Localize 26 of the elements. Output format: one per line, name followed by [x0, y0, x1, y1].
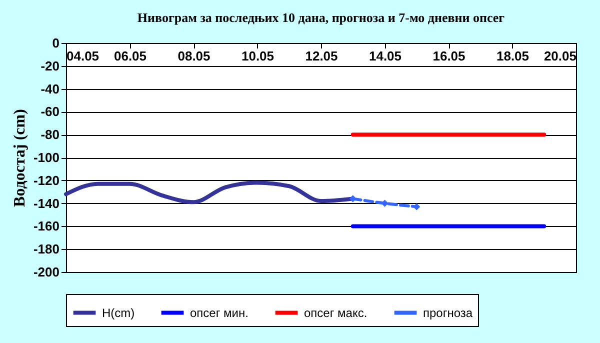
- y-axis-title: Водостај (cm): [11, 109, 28, 207]
- x-tick-label: 08.05: [178, 48, 210, 64]
- x-tick-label: 06.05: [114, 48, 147, 64]
- legend-label: прогноза: [423, 306, 473, 320]
- y-tick-label: -80: [40, 127, 60, 142]
- legend-label: H(cm): [102, 306, 135, 320]
- y-tick-label: -120: [33, 172, 60, 188]
- x-tick-label: 14.05: [368, 48, 402, 64]
- x-tick-label: 10.05: [241, 48, 274, 64]
- y-tick-label: -40: [40, 81, 60, 96]
- legend-label: опсег макс.: [304, 306, 368, 320]
- y-tick-label: -180: [33, 242, 60, 257]
- x-tick-label: 18.05: [496, 48, 530, 64]
- y-tick-label: -60: [40, 104, 60, 120]
- x-tick-label: 04.05: [66, 48, 100, 64]
- y-tick-label: -160: [33, 218, 60, 234]
- x-tick-label: 12.05: [305, 48, 338, 64]
- chart-title: Нивограм за последњих 10 дана, прогноза и 7-мо дневни опсег: [137, 10, 505, 25]
- y-tick-label: -200: [33, 264, 60, 280]
- legend-label: опсег мин.: [190, 306, 248, 320]
- y-tick-label: -140: [33, 196, 60, 211]
- x-tick-label: 16.05: [432, 48, 466, 64]
- y-tick-label: 0: [52, 36, 60, 50]
- y-tick-label: -100: [33, 150, 60, 165]
- x-tick-label: 20.05: [544, 48, 576, 64]
- y-tick-label: -20: [40, 58, 60, 74]
